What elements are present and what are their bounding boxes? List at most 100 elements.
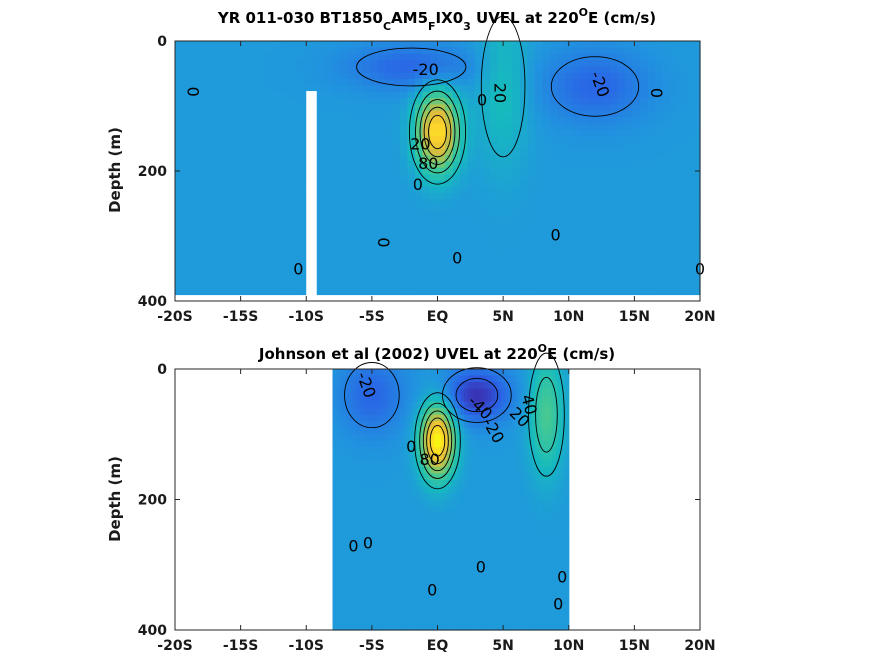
heat-cell xyxy=(235,47,244,55)
heat-cell xyxy=(437,382,442,390)
heat-cell xyxy=(445,129,454,137)
heat-cell xyxy=(457,479,462,488)
heat-cell xyxy=(352,551,357,559)
heat-cell xyxy=(407,262,416,270)
heat-cell xyxy=(272,161,281,169)
heat-cell xyxy=(379,532,384,540)
heat-cell xyxy=(407,269,416,277)
heat-cell xyxy=(352,453,357,461)
heat-cell xyxy=(362,275,371,283)
heat-cell xyxy=(430,85,439,93)
heat-cell xyxy=(602,262,611,270)
heat-cell xyxy=(440,603,445,612)
heat-cell xyxy=(392,136,401,143)
heat-cell xyxy=(640,53,649,61)
heat-cell xyxy=(452,193,461,201)
heat-cell xyxy=(287,193,296,201)
heat-cell xyxy=(416,440,421,448)
heat-cell xyxy=(406,551,411,559)
heat-cell xyxy=(175,53,184,61)
heat-cell xyxy=(403,584,408,592)
heat-cell xyxy=(349,479,354,488)
heat-cell xyxy=(670,136,679,143)
heat-cell xyxy=(617,174,626,182)
heat-cell xyxy=(182,243,191,251)
heat-cell xyxy=(332,499,337,507)
heat-cell xyxy=(346,616,350,625)
heat-cell xyxy=(335,492,340,501)
heat-cell xyxy=(617,275,626,283)
heat-cell xyxy=(386,492,391,501)
heat-cell xyxy=(325,212,334,220)
heat-cell xyxy=(325,218,334,226)
heat-cell xyxy=(242,199,251,207)
heat-cell xyxy=(220,256,229,264)
heat-cell xyxy=(339,571,344,579)
heat-cell xyxy=(242,250,251,258)
heat-cell xyxy=(257,123,266,131)
heat-cell xyxy=(355,53,364,61)
heat-cell xyxy=(265,250,274,258)
heat-cell xyxy=(250,193,259,201)
heat-cell xyxy=(565,231,574,239)
heat-cell xyxy=(670,129,679,137)
heat-cell xyxy=(617,205,626,213)
heat-cell xyxy=(632,231,641,239)
heat-cell xyxy=(257,41,266,48)
heat-cell xyxy=(377,142,386,150)
heat-cell xyxy=(662,262,671,270)
heat-cell xyxy=(383,492,388,501)
heat-cell xyxy=(376,434,381,442)
heat-cell xyxy=(272,288,281,296)
heat-cell xyxy=(370,142,379,150)
heat-cell xyxy=(430,186,439,194)
heat-cell xyxy=(454,571,458,579)
heat-cell xyxy=(400,123,409,131)
heat-cell xyxy=(460,193,469,201)
heat-cell xyxy=(482,47,491,55)
heat-cell xyxy=(557,199,566,207)
heat-cell xyxy=(342,564,347,572)
heat-cell xyxy=(430,250,439,258)
heat-cell xyxy=(632,250,641,258)
heat-cell xyxy=(494,623,499,631)
heat-cell xyxy=(445,47,454,55)
heat-cell xyxy=(212,199,221,207)
heat-cell xyxy=(572,288,581,296)
contour-label: 0 xyxy=(293,259,303,278)
heat-cell xyxy=(430,123,439,131)
heat-cell xyxy=(474,479,479,488)
heat-cell xyxy=(450,545,455,553)
heat-cell xyxy=(430,584,435,592)
heat-cell xyxy=(400,186,409,194)
heat-cell xyxy=(332,256,341,264)
heat-cell xyxy=(317,180,326,188)
heat-cell xyxy=(280,104,289,112)
heat-cell xyxy=(407,212,416,220)
heat-cell xyxy=(355,269,364,277)
heat-cell xyxy=(467,148,476,156)
heat-cell xyxy=(440,382,445,390)
heat-cell xyxy=(430,41,439,48)
heat-cell xyxy=(377,155,386,163)
heat-cell xyxy=(475,180,484,188)
heat-cell xyxy=(430,224,439,232)
heat-cell xyxy=(617,41,626,48)
heat-cell xyxy=(415,41,424,48)
heat-cell xyxy=(475,110,484,118)
heat-cell xyxy=(386,421,391,429)
heat-cell xyxy=(550,117,559,124)
heat-cell xyxy=(335,623,340,631)
heat-cell xyxy=(377,193,386,201)
heat-cell xyxy=(494,584,499,592)
heat-cell xyxy=(413,395,418,403)
heat-cell xyxy=(369,440,374,448)
heat-cell xyxy=(454,375,458,383)
heat-cell xyxy=(362,281,371,289)
heat-cell xyxy=(400,205,409,213)
heat-cell xyxy=(467,205,476,213)
heat-cell xyxy=(535,237,544,245)
heat-cell xyxy=(385,91,394,99)
heat-cell xyxy=(362,250,371,258)
heat-cell xyxy=(205,155,214,163)
